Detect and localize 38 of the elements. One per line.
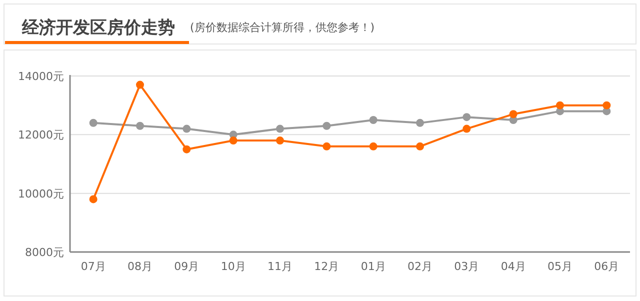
x-tick-label: 07月 [80,260,106,273]
point [136,122,144,130]
chart-title: 经济开发区房价走势 [21,18,175,38]
x-tick-label: 10月 [220,260,246,273]
y-tick-label: 10000元 [18,187,64,200]
x-tick-label: 12月 [314,260,340,273]
point [462,113,471,122]
x-tick-label: 03月 [454,260,480,273]
point [229,136,238,145]
point [369,116,378,124]
point [556,101,564,110]
point [89,195,98,204]
point [276,124,284,133]
y-tick-label: 8000元 [25,246,64,259]
point [322,122,331,130]
point [182,124,191,133]
point [509,110,518,118]
x-tick-label: 05月 [548,260,572,273]
point [322,142,331,150]
x-tick-label: 11月 [268,260,292,273]
y-tick-label: 12000元 [18,128,64,142]
point [462,124,471,133]
x-tick-label: 04月 [500,260,526,273]
point [416,142,424,150]
point [276,136,284,145]
point [416,118,424,127]
x-tick-label: 02月 [408,260,432,273]
point [369,142,378,150]
point [136,80,144,89]
x-tick-label: 01月 [360,260,386,273]
point [182,145,191,154]
point [89,118,98,127]
x-tick-label: 09月 [174,260,200,273]
x-tick-label: 06月 [594,260,620,273]
x-tick-label: 08月 [128,260,152,273]
y-tick-label: 14000元 [18,70,64,83]
point [602,101,611,110]
chart-subtitle: (房价数据综合计算所得，供您参考！) [190,21,375,34]
